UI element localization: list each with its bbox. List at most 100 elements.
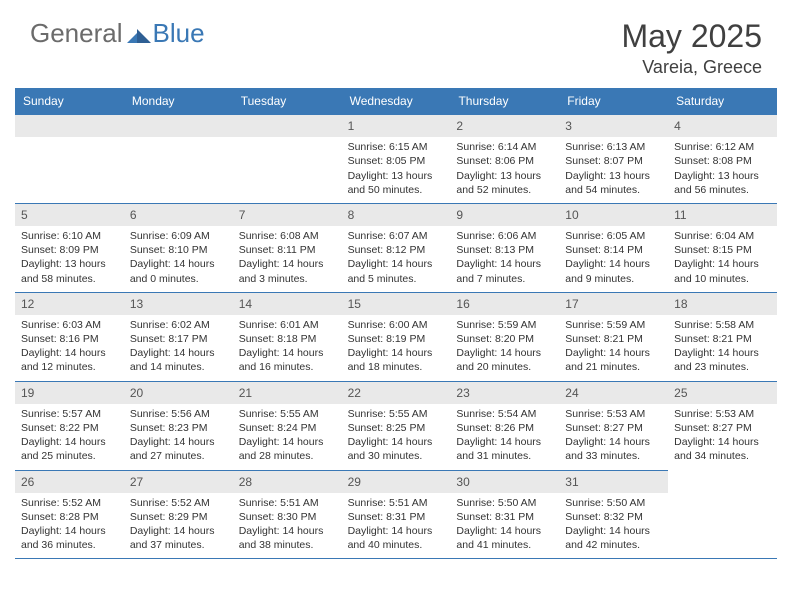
weekday-sunday: Sunday <box>15 88 124 114</box>
day-number-empty <box>124 115 233 137</box>
calendar-day-cell: 29Sunrise: 5:51 AMSunset: 8:31 PMDayligh… <box>342 470 451 559</box>
sunset-text: Sunset: 8:18 PM <box>239 332 336 346</box>
day-number: 14 <box>233 293 342 315</box>
calendar-day-cell: 15Sunrise: 6:00 AMSunset: 8:19 PMDayligh… <box>342 292 451 381</box>
sunrise-text: Sunrise: 6:10 AM <box>21 229 118 243</box>
day-body: Sunrise: 6:10 AMSunset: 8:09 PMDaylight:… <box>15 226 124 292</box>
sunrise-text: Sunrise: 6:15 AM <box>348 140 445 154</box>
day-body: Sunrise: 5:56 AMSunset: 8:23 PMDaylight:… <box>124 404 233 470</box>
day-number: 25 <box>668 382 777 404</box>
daylight-text: Daylight: 14 hours and 5 minutes. <box>348 257 445 285</box>
sunrise-text: Sunrise: 5:55 AM <box>239 407 336 421</box>
sunset-text: Sunset: 8:07 PM <box>565 154 662 168</box>
day-body: Sunrise: 5:57 AMSunset: 8:22 PMDaylight:… <box>15 404 124 470</box>
day-number: 28 <box>233 471 342 493</box>
daylight-text: Daylight: 14 hours and 14 minutes. <box>130 346 227 374</box>
sunset-text: Sunset: 8:12 PM <box>348 243 445 257</box>
day-number: 15 <box>342 293 451 315</box>
day-body: Sunrise: 5:55 AMSunset: 8:25 PMDaylight:… <box>342 404 451 470</box>
daylight-text: Daylight: 14 hours and 30 minutes. <box>348 435 445 463</box>
calendar-grid: 1Sunrise: 6:15 AMSunset: 8:05 PMDaylight… <box>15 114 777 558</box>
daylight-text: Daylight: 14 hours and 10 minutes. <box>674 257 771 285</box>
day-number: 3 <box>559 115 668 137</box>
sunset-text: Sunset: 8:28 PM <box>21 510 118 524</box>
logo-triangle-icon <box>127 27 151 45</box>
day-number: 23 <box>450 382 559 404</box>
daylight-text: Daylight: 13 hours and 54 minutes. <box>565 169 662 197</box>
daylight-text: Daylight: 14 hours and 18 minutes. <box>348 346 445 374</box>
calendar-day-cell: 10Sunrise: 6:05 AMSunset: 8:14 PMDayligh… <box>559 203 668 292</box>
calendar-day-cell: 4Sunrise: 6:12 AMSunset: 8:08 PMDaylight… <box>668 114 777 203</box>
sunset-text: Sunset: 8:22 PM <box>21 421 118 435</box>
sunset-text: Sunset: 8:26 PM <box>456 421 553 435</box>
sunrise-text: Sunrise: 5:52 AM <box>21 496 118 510</box>
weekday-thursday: Thursday <box>450 88 559 114</box>
logo: General Blue <box>30 18 205 49</box>
weekday-header-row: Sunday Monday Tuesday Wednesday Thursday… <box>15 88 777 114</box>
sunrise-text: Sunrise: 5:56 AM <box>130 407 227 421</box>
calendar-day-cell: 25Sunrise: 5:53 AMSunset: 8:27 PMDayligh… <box>668 381 777 470</box>
day-number: 16 <box>450 293 559 315</box>
day-number: 1 <box>342 115 451 137</box>
calendar-day-cell: 12Sunrise: 6:03 AMSunset: 8:16 PMDayligh… <box>15 292 124 381</box>
day-body: Sunrise: 6:01 AMSunset: 8:18 PMDaylight:… <box>233 315 342 381</box>
calendar-day-cell: 24Sunrise: 5:53 AMSunset: 8:27 PMDayligh… <box>559 381 668 470</box>
day-body: Sunrise: 5:58 AMSunset: 8:21 PMDaylight:… <box>668 315 777 381</box>
day-body: Sunrise: 5:55 AMSunset: 8:24 PMDaylight:… <box>233 404 342 470</box>
calendar-empty-cell <box>233 114 342 203</box>
daylight-text: Daylight: 13 hours and 56 minutes. <box>674 169 771 197</box>
month-title: May 2025 <box>621 18 762 55</box>
sunrise-text: Sunrise: 6:12 AM <box>674 140 771 154</box>
day-number: 6 <box>124 204 233 226</box>
sunrise-text: Sunrise: 6:14 AM <box>456 140 553 154</box>
weekday-saturday: Saturday <box>668 88 777 114</box>
calendar-empty-cell <box>15 114 124 203</box>
sunrise-text: Sunrise: 6:03 AM <box>21 318 118 332</box>
day-number: 7 <box>233 204 342 226</box>
sunrise-text: Sunrise: 5:51 AM <box>239 496 336 510</box>
calendar-day-cell: 28Sunrise: 5:51 AMSunset: 8:30 PMDayligh… <box>233 470 342 559</box>
sunrise-text: Sunrise: 5:55 AM <box>348 407 445 421</box>
header: General Blue May 2025 Vareia, Greece <box>0 0 792 88</box>
day-number: 4 <box>668 115 777 137</box>
daylight-text: Daylight: 14 hours and 16 minutes. <box>239 346 336 374</box>
sunset-text: Sunset: 8:30 PM <box>239 510 336 524</box>
daylight-text: Daylight: 14 hours and 20 minutes. <box>456 346 553 374</box>
day-number: 24 <box>559 382 668 404</box>
calendar-day-cell: 9Sunrise: 6:06 AMSunset: 8:13 PMDaylight… <box>450 203 559 292</box>
sunset-text: Sunset: 8:20 PM <box>456 332 553 346</box>
sunset-text: Sunset: 8:05 PM <box>348 154 445 168</box>
day-body: Sunrise: 6:07 AMSunset: 8:12 PMDaylight:… <box>342 226 451 292</box>
daylight-text: Daylight: 14 hours and 31 minutes. <box>456 435 553 463</box>
logo-text-blue: Blue <box>153 18 205 49</box>
day-body: Sunrise: 5:54 AMSunset: 8:26 PMDaylight:… <box>450 404 559 470</box>
daylight-text: Daylight: 14 hours and 3 minutes. <box>239 257 336 285</box>
calendar: Sunday Monday Tuesday Wednesday Thursday… <box>15 88 777 558</box>
day-number: 31 <box>559 471 668 493</box>
calendar-day-cell: 8Sunrise: 6:07 AMSunset: 8:12 PMDaylight… <box>342 203 451 292</box>
sunset-text: Sunset: 8:27 PM <box>674 421 771 435</box>
day-body: Sunrise: 5:59 AMSunset: 8:21 PMDaylight:… <box>559 315 668 381</box>
sunset-text: Sunset: 8:10 PM <box>130 243 227 257</box>
day-body: Sunrise: 6:12 AMSunset: 8:08 PMDaylight:… <box>668 137 777 203</box>
day-body: Sunrise: 6:08 AMSunset: 8:11 PMDaylight:… <box>233 226 342 292</box>
calendar-bottom-border <box>15 558 777 559</box>
day-number: 18 <box>668 293 777 315</box>
sunrise-text: Sunrise: 5:51 AM <box>348 496 445 510</box>
sunrise-text: Sunrise: 5:59 AM <box>565 318 662 332</box>
day-body: Sunrise: 5:51 AMSunset: 8:30 PMDaylight:… <box>233 493 342 559</box>
daylight-text: Daylight: 13 hours and 52 minutes. <box>456 169 553 197</box>
sunset-text: Sunset: 8:11 PM <box>239 243 336 257</box>
day-number: 22 <box>342 382 451 404</box>
daylight-text: Daylight: 13 hours and 50 minutes. <box>348 169 445 197</box>
sunset-text: Sunset: 8:23 PM <box>130 421 227 435</box>
day-body: Sunrise: 6:15 AMSunset: 8:05 PMDaylight:… <box>342 137 451 203</box>
daylight-text: Daylight: 14 hours and 7 minutes. <box>456 257 553 285</box>
day-body: Sunrise: 6:02 AMSunset: 8:17 PMDaylight:… <box>124 315 233 381</box>
daylight-text: Daylight: 14 hours and 34 minutes. <box>674 435 771 463</box>
sunrise-text: Sunrise: 5:52 AM <box>130 496 227 510</box>
daylight-text: Daylight: 14 hours and 9 minutes. <box>565 257 662 285</box>
calendar-day-cell: 13Sunrise: 6:02 AMSunset: 8:17 PMDayligh… <box>124 292 233 381</box>
calendar-day-cell: 1Sunrise: 6:15 AMSunset: 8:05 PMDaylight… <box>342 114 451 203</box>
calendar-day-cell: 2Sunrise: 6:14 AMSunset: 8:06 PMDaylight… <box>450 114 559 203</box>
